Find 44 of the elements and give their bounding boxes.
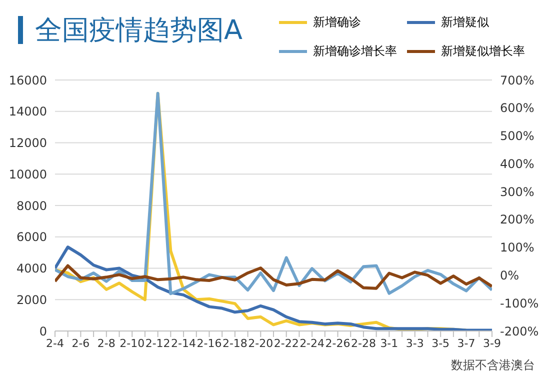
y-tick-label: 8000	[16, 198, 47, 213]
y2-tick-label: 500%	[500, 129, 534, 144]
chart-title: 全国疫情趋势图A	[35, 14, 242, 48]
x-tick-label: 2-20	[248, 336, 274, 350]
y-tick-label: 0	[39, 324, 47, 338]
legend-label: 新增确诊增长率	[313, 43, 397, 60]
x-tick-label: 3-5	[432, 336, 450, 350]
x-tick-label: 2-16	[196, 336, 222, 350]
line-series	[55, 264, 492, 290]
y-tick-label: 16000	[8, 73, 47, 88]
y2-tick-label: -100%	[500, 296, 539, 310]
legend-label: 新增疑似增长率	[441, 43, 525, 60]
y-tick-label: 4000	[16, 262, 47, 276]
y-tick-label: 2000	[16, 292, 47, 307]
x-tick-label: 2-22	[274, 336, 299, 350]
y-tick-label: 10000	[8, 167, 47, 182]
x-tick-label: 2-26	[325, 336, 350, 350]
x-tick-label: 2-12	[145, 336, 170, 350]
y-tick-label: 6000	[16, 230, 47, 244]
x-tick-label: 3-3	[406, 336, 424, 350]
y2-tick-label: 200%	[500, 212, 534, 227]
x-tick-label: 2-8	[97, 336, 116, 350]
y2-tick-label: 700%	[500, 73, 534, 88]
legend-label: 新增疑似	[441, 14, 489, 31]
x-tick-label: 2-4	[46, 336, 64, 350]
x-tick-label: 3-7	[457, 336, 476, 350]
x-tick-label: 3-9	[483, 336, 501, 350]
y2-tick-label: -200%	[500, 324, 539, 338]
y2-tick-label: 400%	[500, 156, 534, 171]
x-tick-label: 2-28	[350, 336, 376, 350]
x-tick-label: 2-6	[72, 336, 90, 350]
y2-tick-label: 600%	[500, 101, 534, 116]
y2-tick-label: 0%	[500, 268, 520, 282]
y2-tick-label: 300%	[500, 184, 534, 199]
y-tick-label: 12000	[8, 136, 47, 150]
x-tick-label: 2-18	[222, 336, 248, 350]
y2-tick-label: 100%	[500, 240, 534, 255]
x-tick-label: 2-10	[120, 336, 145, 350]
text: 数据不含港澳台	[451, 357, 535, 374]
y-tick-label: 14000	[8, 104, 47, 119]
x-tick-label: 2-24	[300, 336, 325, 350]
legend-label: 新增确诊	[313, 14, 361, 31]
x-tick-label: 2-14	[171, 336, 196, 350]
x-tick-label: 3-1	[380, 336, 398, 350]
